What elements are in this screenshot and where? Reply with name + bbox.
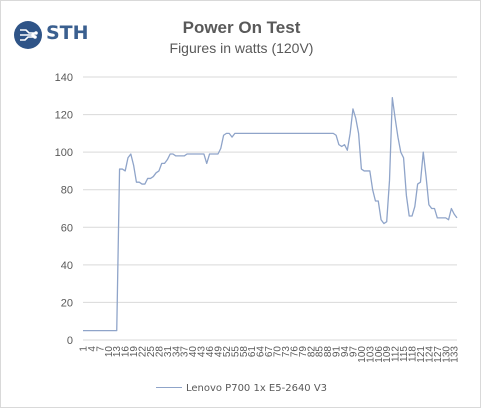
x-tick-label: 70: [273, 346, 284, 358]
x-tick-label: 121: [416, 346, 427, 363]
x-tick-label: 4: [87, 346, 98, 352]
y-tick-label: 140: [55, 72, 73, 84]
y-tick-label: 80: [61, 185, 73, 197]
chart-title: Power On Test: [182, 18, 301, 37]
x-tick-label: 97: [348, 346, 359, 358]
plot-area: 0 20 40 60 80 100 120 140 147101316192225283134…: [55, 72, 461, 363]
x-tick-label: 109: [382, 346, 393, 363]
x-tick-label: 55: [230, 346, 241, 358]
logo-text: STH: [46, 22, 89, 44]
y-tick-label: 40: [61, 260, 73, 272]
legend: Lenovo P700 1x E5-2640 V3: [1, 383, 481, 394]
x-tick-label: 7: [95, 346, 106, 352]
x-tick-label: 25: [146, 346, 157, 358]
x-tick-label: 28: [154, 346, 165, 358]
x-tick-label: 37: [180, 346, 191, 358]
x-tick-label: 40: [188, 346, 199, 358]
x-tick-label: 34: [171, 346, 182, 358]
x-tick-label: 22: [138, 346, 149, 358]
x-tick-label: 94: [340, 346, 351, 358]
x-tick-label: 46: [205, 346, 216, 358]
x-tick-label: 76: [289, 346, 300, 358]
x-tick-label: 112: [391, 346, 402, 362]
x-tick-label: 13: [112, 346, 123, 358]
x-tick-label: 91: [332, 346, 343, 358]
y-tick-label: 60: [61, 222, 73, 234]
x-tick-label: 133: [450, 346, 461, 363]
x-tick-label: 79: [298, 346, 309, 358]
y-tick-label: 120: [55, 110, 73, 122]
x-tick-label: 67: [264, 346, 275, 358]
x-tick-label: 19: [129, 346, 140, 358]
series-line-0: [83, 97, 458, 332]
x-tick-label: 130: [441, 346, 452, 363]
x-tick-label: 10: [104, 346, 115, 358]
x-tick-label: 73: [281, 346, 292, 358]
x-tick-label: 1: [79, 346, 90, 352]
x-tick-label: 43: [197, 346, 208, 358]
x-tick-label: 82: [306, 346, 317, 358]
x-tick-label: 58: [239, 346, 250, 358]
x-tick-label: 124: [424, 346, 435, 363]
x-tick-label: 52: [222, 346, 233, 358]
x-tick-label: 127: [433, 346, 444, 363]
chart-subtitle: Figures in watts (120V): [169, 40, 314, 56]
x-tick-label: 106: [374, 346, 385, 363]
y-tick-label: 0: [67, 335, 73, 347]
legend-swatch: [155, 386, 182, 388]
x-tick-label: 31: [163, 346, 174, 358]
x-tick-label: 61: [247, 346, 258, 358]
x-tick-label: 100: [357, 346, 368, 363]
y-tick-label: 100: [55, 147, 73, 159]
x-tick-label: 64: [256, 346, 267, 358]
y-tick-label: 20: [61, 297, 73, 309]
x-tick-label: 49: [213, 346, 224, 358]
x-tick-label: 103: [365, 346, 376, 363]
x-tick-label: 88: [323, 346, 334, 358]
x-tick-label: 118: [408, 346, 419, 362]
legend-label: Lenovo P700 1x E5-2640 V3: [185, 383, 328, 394]
x-tick-label: 85: [315, 346, 326, 358]
sth-logo-icon: [14, 21, 42, 49]
x-tick-label: 16: [121, 346, 132, 358]
x-tick-label: 115: [399, 346, 410, 362]
